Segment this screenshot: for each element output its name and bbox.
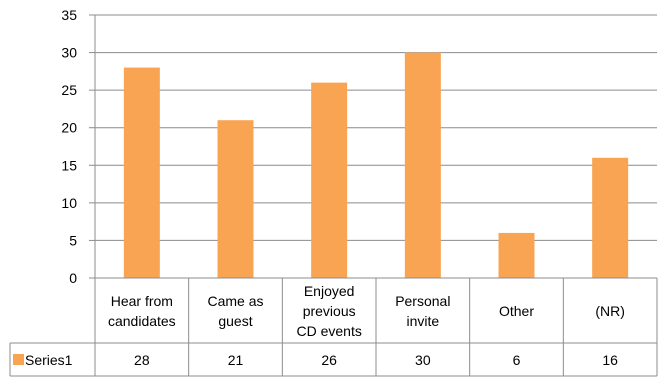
y-tick-label: 25 bbox=[61, 82, 77, 98]
bar bbox=[404, 52, 441, 279]
legend-series1: Series1 bbox=[10, 343, 95, 376]
category-label: Other bbox=[498, 302, 534, 319]
bar bbox=[217, 120, 254, 278]
category-label: Personal invite bbox=[395, 292, 451, 329]
category-label: Enjoyed previous CD events bbox=[296, 282, 362, 339]
data-table-value: 21 bbox=[227, 351, 244, 368]
legend-label: Series1 bbox=[25, 351, 73, 368]
bar bbox=[592, 157, 629, 278]
bars bbox=[123, 52, 629, 279]
y-tick-label: 10 bbox=[61, 195, 77, 211]
y-axis-tick-labels: 0 5 10 15 20 25 30 35 bbox=[61, 7, 77, 286]
y-tick-label: 15 bbox=[61, 157, 77, 173]
gridlines bbox=[89, 14, 657, 279]
data-table-lines bbox=[9, 277, 658, 377]
category-label: Came as guest bbox=[207, 292, 264, 329]
y-tick-label: 0 bbox=[69, 270, 77, 286]
y-tick-label: 35 bbox=[61, 7, 77, 23]
category-label: Hear from candidates bbox=[107, 292, 176, 329]
data-table-value: 28 bbox=[134, 351, 150, 368]
y-tick-label: 5 bbox=[69, 232, 77, 248]
y-tick-label: 20 bbox=[61, 120, 77, 136]
data-table-value: 6 bbox=[512, 351, 521, 368]
legend-swatch bbox=[13, 354, 24, 365]
bar bbox=[123, 67, 160, 278]
data-table-value: 26 bbox=[321, 351, 337, 368]
data-table-value: 16 bbox=[602, 351, 618, 368]
y-tick-label: 30 bbox=[61, 45, 77, 61]
bar bbox=[498, 232, 535, 278]
bar bbox=[311, 82, 348, 278]
data-table-value: 30 bbox=[415, 351, 431, 368]
category-label: (NR) bbox=[595, 302, 625, 319]
